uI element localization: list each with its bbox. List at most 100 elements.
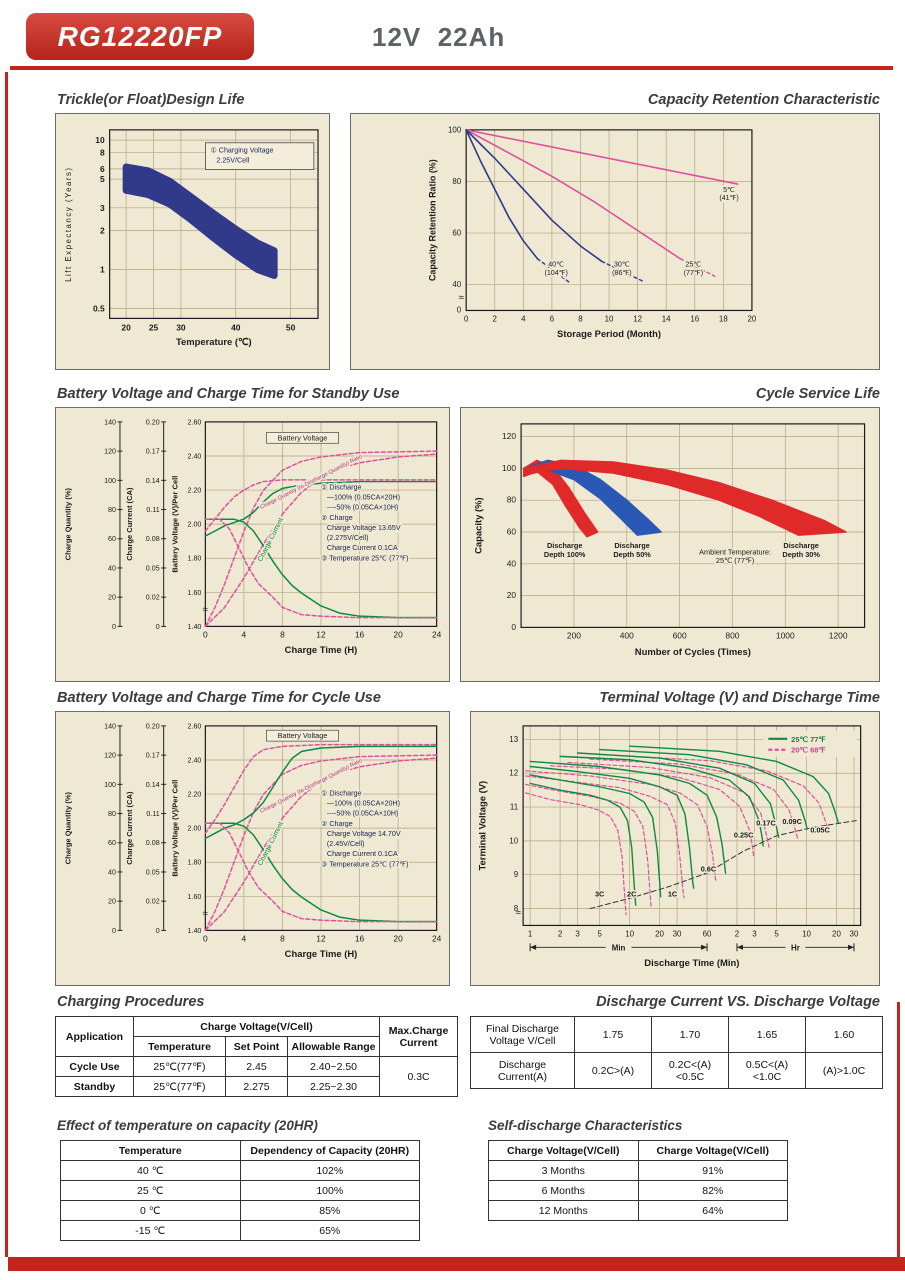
svg-text:0: 0 bbox=[156, 623, 160, 631]
svg-text:20: 20 bbox=[121, 322, 131, 332]
svg-text:Charge Current 0.1CA: Charge Current 0.1CA bbox=[321, 850, 398, 858]
svg-text:2.25V/Cell: 2.25V/Cell bbox=[210, 157, 249, 165]
svg-text:1.40: 1.40 bbox=[187, 927, 201, 935]
svg-text:0: 0 bbox=[457, 305, 462, 314]
svg-text:16: 16 bbox=[355, 629, 365, 639]
header-charge-voltage: Charge Voltage(V/Cell) bbox=[132, 1016, 381, 1037]
svg-text:12: 12 bbox=[316, 629, 326, 639]
svg-text:24: 24 bbox=[432, 933, 442, 943]
chart-title-charge-cycle: Battery Voltage and Charge Time for Cycl… bbox=[57, 690, 381, 706]
svg-text:Capacity Retention Ratio (%): Capacity Retention Ratio (%) bbox=[427, 159, 437, 281]
svg-text:40: 40 bbox=[507, 558, 517, 568]
svg-text:10: 10 bbox=[625, 929, 634, 938]
svg-text:Charge Voltage 14.70V: Charge Voltage 14.70V bbox=[321, 830, 401, 838]
svg-text:100: 100 bbox=[448, 125, 462, 134]
standby-set-point: 2.275 bbox=[225, 1076, 288, 1097]
svg-text:Discharge: Discharge bbox=[614, 541, 649, 550]
right-edge-bar bbox=[897, 1002, 900, 1257]
svg-text:100: 100 bbox=[502, 463, 516, 473]
svg-text:② Charge: ② Charge bbox=[321, 820, 353, 828]
svg-text:—100% (0.05CA×20H): —100% (0.05CA×20H) bbox=[321, 494, 400, 502]
charging-procedures-table: Application Charge Voltage(V/Cell) Max.C… bbox=[55, 1016, 459, 1097]
svg-text:Number of Cycles (Times): Number of Cycles (Times) bbox=[635, 646, 751, 657]
svg-text:(2.45V/Cell): (2.45V/Cell) bbox=[321, 840, 365, 848]
svg-text:Storage Period (Month): Storage Period (Month) bbox=[557, 328, 661, 339]
svg-text:50: 50 bbox=[286, 322, 296, 332]
svg-text:2.00: 2.00 bbox=[187, 825, 201, 833]
svg-text:1C: 1C bbox=[668, 890, 678, 899]
standby-label: Standby bbox=[55, 1076, 134, 1097]
final-discharge-voltage-label: Final Discharge Voltage V/Cell bbox=[470, 1016, 575, 1053]
svg-text:4: 4 bbox=[242, 629, 247, 639]
svg-text:6: 6 bbox=[100, 164, 105, 174]
svg-text:20: 20 bbox=[655, 929, 664, 938]
svg-text:0.08: 0.08 bbox=[146, 535, 160, 543]
svg-text:20: 20 bbox=[507, 590, 517, 600]
svg-text:40: 40 bbox=[452, 280, 461, 289]
svg-text:2.40: 2.40 bbox=[187, 756, 201, 764]
temp-capacity-row: 0 ℃ 85% bbox=[60, 1200, 420, 1221]
svg-text:3C: 3C bbox=[595, 890, 605, 899]
self-discharge-cell: 82% bbox=[637, 1180, 788, 1201]
svg-text:20: 20 bbox=[393, 629, 403, 639]
svg-text:0.17: 0.17 bbox=[146, 448, 160, 456]
svg-text:Battery Voltage (V)/Per Cell: Battery Voltage (V)/Per Cell bbox=[171, 780, 180, 877]
svg-text:25℃ 77℉: 25℃ 77℉ bbox=[791, 735, 826, 744]
svg-text:20: 20 bbox=[108, 898, 116, 906]
svg-text:Ambient Temperature:: Ambient Temperature: bbox=[699, 547, 771, 556]
svg-text:Charge Voltage 13.65V: Charge Voltage 13.65V bbox=[321, 524, 401, 532]
svg-text:4: 4 bbox=[521, 314, 526, 323]
svg-text:14: 14 bbox=[662, 314, 671, 323]
max-charge-current-value: 0.3C bbox=[379, 1056, 459, 1097]
svg-text:2.00: 2.00 bbox=[187, 521, 201, 529]
svg-text:Discharge Time (Min): Discharge Time (Min) bbox=[644, 957, 739, 968]
svg-text:----50% (0.05CA×10H): ----50% (0.05CA×10H) bbox=[321, 810, 398, 818]
header-set-point: Set Point bbox=[225, 1036, 288, 1057]
temperature-capacity-table: Temperature Dependency of Capacity (20HR)… bbox=[60, 1140, 420, 1241]
svg-text:1000: 1000 bbox=[776, 630, 795, 640]
svg-text:3: 3 bbox=[100, 203, 105, 213]
chart-title-charge-standby: Battery Voltage and Charge Time for Stan… bbox=[57, 386, 400, 402]
terminal-voltage-chart: 3C 2C 1C 0.6C 0.25C 0.17C 0.09C 0.05C 25℃ 77℉ 20℃… bbox=[470, 711, 880, 986]
svg-text:1.60: 1.60 bbox=[187, 589, 201, 597]
svg-text:80: 80 bbox=[507, 495, 517, 505]
svg-text:3: 3 bbox=[752, 929, 757, 938]
header-temperature: Temperature bbox=[133, 1036, 226, 1057]
svg-text:16: 16 bbox=[355, 933, 365, 943]
current-3: 0.5C<(A)<1.0C bbox=[728, 1052, 806, 1089]
self-discharge-row: 12 Months 64% bbox=[488, 1200, 788, 1221]
temp-capacity-header: Temperature bbox=[60, 1140, 241, 1161]
self-discharge-cell: 64% bbox=[637, 1200, 788, 1221]
svg-text:Charge Time (H): Charge Time (H) bbox=[285, 644, 358, 655]
svg-text:③ Temperature 25℃ (77℉): ③ Temperature 25℃ (77℉) bbox=[321, 860, 409, 868]
svg-text:0: 0 bbox=[464, 314, 469, 323]
svg-text:(41℉): (41℉) bbox=[719, 194, 738, 202]
svg-text:0.17C: 0.17C bbox=[756, 819, 776, 828]
svg-text:20: 20 bbox=[832, 929, 841, 938]
chart-title-terminal-voltage: Terminal Voltage (V) and Discharge Time bbox=[599, 690, 880, 706]
self-discharge-cell: 91% bbox=[637, 1160, 788, 1181]
svg-text:8: 8 bbox=[280, 629, 285, 639]
svg-text:25℃: 25℃ bbox=[685, 261, 701, 269]
self-discharge-cell: 12 Months bbox=[488, 1200, 639, 1221]
svg-text:80: 80 bbox=[108, 810, 116, 818]
table-title-self-discharge: Self-discharge Characteristics bbox=[488, 1118, 683, 1133]
temp-capacity-cell: 85% bbox=[239, 1200, 420, 1221]
cycle-use-label: Cycle Use bbox=[55, 1056, 134, 1077]
voltage-2: 1.70 bbox=[651, 1016, 729, 1053]
capacity-retention-svg: 5℃(41℉) 25℃(77℉) 30℃(86℉) 40℃(104℉) 0 2 4 6 8 10 1… bbox=[427, 125, 757, 339]
svg-text:5: 5 bbox=[774, 929, 779, 938]
svg-text:11: 11 bbox=[510, 803, 519, 812]
svg-text:2C: 2C bbox=[627, 890, 637, 899]
self-discharge-table: Charge Voltage(V/Cell) Charge Voltage(V/C… bbox=[488, 1140, 788, 1221]
design-life-chart: ① Charging Voltage 2.25V/Cell 20 25 30 40 50 0… bbox=[55, 113, 330, 370]
svg-text:8: 8 bbox=[100, 148, 105, 158]
svg-text:40℃: 40℃ bbox=[548, 261, 564, 269]
self-discharge-header-row: Charge Voltage(V/Cell) Charge Voltage(V/C… bbox=[488, 1140, 788, 1161]
svg-text:2: 2 bbox=[493, 314, 497, 323]
svg-text:Discharge: Discharge bbox=[783, 541, 818, 550]
svg-text:20: 20 bbox=[748, 314, 757, 323]
capacity-retention-chart: 5℃ (41℉) 25℃ (77℉) 30℃ (86℉) 40℃ (104℉) 0 2 4 6 8 10 1… bbox=[350, 113, 880, 370]
svg-text:200: 200 bbox=[567, 630, 581, 640]
charging-header-row-1: Application Charge Voltage(V/Cell) Max.C… bbox=[55, 1016, 459, 1057]
